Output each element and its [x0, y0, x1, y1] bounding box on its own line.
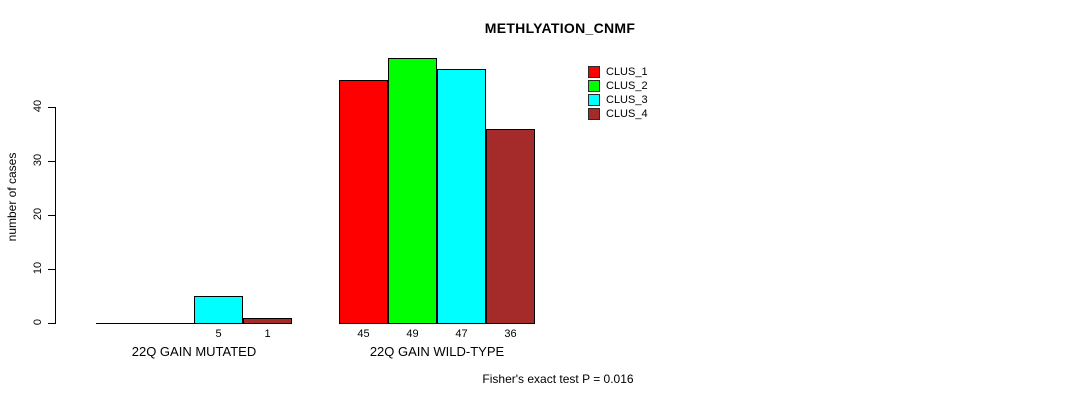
y-axis-tick-label: 30	[32, 153, 44, 167]
chart-title: METHLYATION_CNMF	[484, 20, 636, 36]
bar-clus_2	[388, 58, 437, 324]
legend-item: CLUS_2	[588, 79, 648, 93]
legend-label: CLUS_1	[606, 65, 648, 78]
y-axis-tick	[48, 269, 55, 270]
y-axis-tick	[48, 161, 55, 162]
y-axis-tick-label: 10	[32, 261, 44, 275]
bar-value-label: 47	[455, 328, 468, 340]
y-axis-tick-label: 20	[32, 207, 44, 221]
legend-label: CLUS_2	[606, 79, 648, 92]
bar-clus_1	[339, 80, 388, 324]
legend-swatch-clus_2	[588, 80, 600, 92]
bar-value-label: 45	[357, 328, 370, 340]
fisher-test-annotation: Fisher's exact test P = 0.016	[482, 372, 634, 386]
legend-swatch-clus_1	[588, 66, 600, 78]
legend-item: CLUS_1	[588, 65, 648, 79]
bar-value-label: 5	[215, 328, 222, 340]
y-axis-tick	[48, 323, 55, 324]
y-axis-line	[55, 107, 56, 324]
y-axis-tick-label: 0	[32, 318, 44, 326]
x-category-label: 22Q GAIN WILD-TYPE	[369, 344, 505, 359]
legend-label: CLUS_4	[606, 107, 648, 120]
y-axis-tick	[48, 107, 55, 108]
legend: CLUS_1 CLUS_2 CLUS_3 CLUS_4	[588, 65, 648, 121]
bar-clus_4	[486, 129, 535, 324]
bar-clus_3	[437, 69, 486, 324]
bar-value-label: 49	[406, 328, 419, 340]
y-axis-tick-label: 40	[32, 99, 44, 113]
bar-clus_3	[194, 296, 243, 324]
bar-value-label: 36	[504, 328, 517, 340]
legend-swatch-clus_4	[588, 108, 600, 120]
legend-swatch-clus_3	[588, 94, 600, 106]
bar-clus_4	[243, 318, 292, 324]
x-category-label: 22Q GAIN MUTATED	[131, 344, 257, 359]
legend-item: CLUS_3	[588, 93, 648, 107]
legend-label: CLUS_3	[606, 93, 648, 106]
y-axis-label: number of cases	[5, 152, 19, 242]
legend-item: CLUS_4	[588, 107, 648, 121]
y-axis-tick	[48, 215, 55, 216]
bar-value-label: 1	[264, 328, 271, 340]
